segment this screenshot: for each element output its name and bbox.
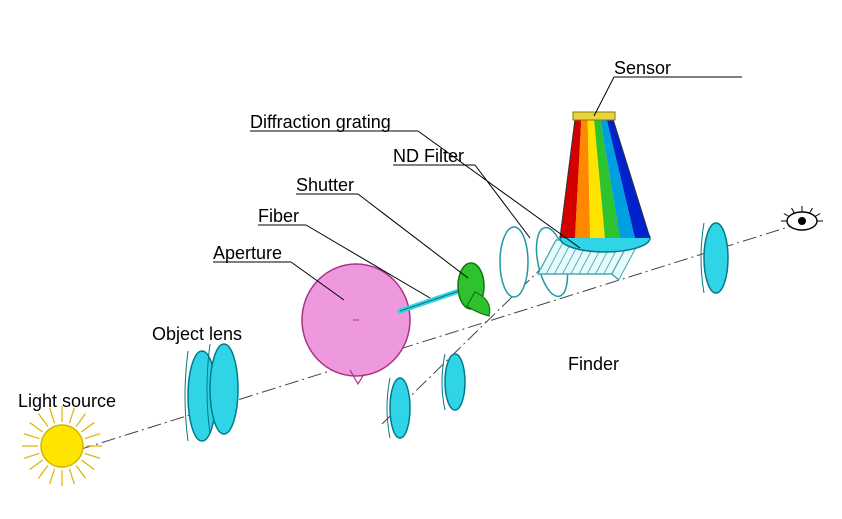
label-finder: Finder bbox=[568, 354, 619, 374]
label-sensor: Sensor bbox=[614, 58, 671, 78]
label-diffraction-grating: Diffraction grating bbox=[250, 112, 391, 132]
label-object-lens: Object lens bbox=[152, 324, 242, 344]
nd-filter-0 bbox=[500, 227, 528, 297]
label-aperture: Aperture bbox=[213, 243, 282, 263]
label-fiber: Fiber bbox=[258, 206, 299, 226]
label-shutter: Shutter bbox=[296, 175, 354, 195]
label-light-source: Light source bbox=[18, 391, 116, 411]
